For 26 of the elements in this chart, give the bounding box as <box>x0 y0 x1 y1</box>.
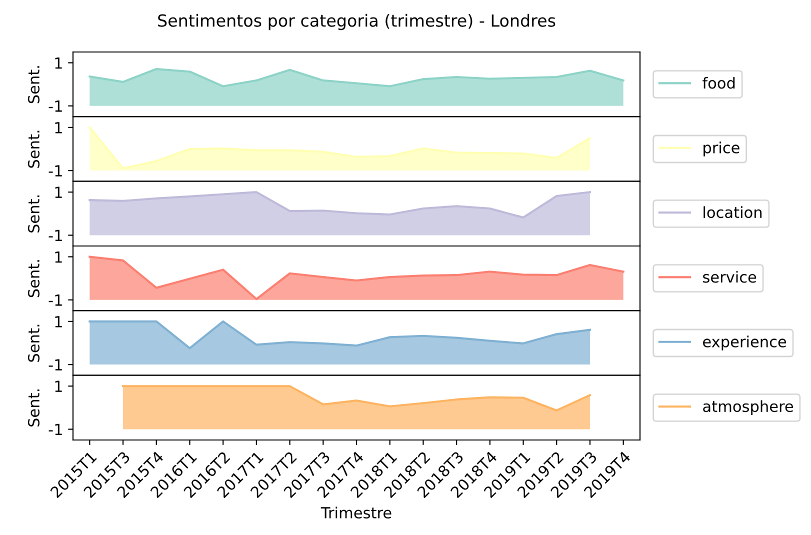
y-axis-title: Sent. <box>28 196 40 232</box>
y-tick-label: -1 <box>48 294 62 306</box>
y-tick-label: 1 <box>55 380 62 392</box>
legend-label: food <box>702 76 735 89</box>
legend-label: location <box>704 206 762 218</box>
chart-title: Sentimentos por categoria (trimestre) - Londres <box>158 14 556 30</box>
y-axis-title: Sent. <box>28 390 40 426</box>
y-tick-label: -1 <box>48 424 62 436</box>
y-tick-label: 1 <box>55 186 62 198</box>
legend-label: atmosphere <box>703 400 794 416</box>
legend-label: service <box>703 270 756 283</box>
y-tick-label: -1 <box>48 359 62 370</box>
x-axis-title: Trimestre <box>320 506 392 519</box>
y-tick-label: -1 <box>48 100 62 112</box>
legend-label: price <box>704 142 740 156</box>
y-tick-label: -1 <box>48 230 62 242</box>
y-tick-label: 1 <box>55 57 62 69</box>
legend-label: experience <box>703 336 786 350</box>
y-tick-label: 1 <box>55 251 62 263</box>
y-axis-title: Sent. <box>28 130 40 168</box>
y-tick-label: -1 <box>48 165 62 176</box>
y-tick-label: 1 <box>55 122 62 134</box>
y-tick-label: 1 <box>55 316 62 328</box>
y-axis-title: Sent. <box>28 324 40 362</box>
y-axis-title: Sent. <box>28 66 40 104</box>
y-axis-title: Sent. <box>28 260 40 298</box>
